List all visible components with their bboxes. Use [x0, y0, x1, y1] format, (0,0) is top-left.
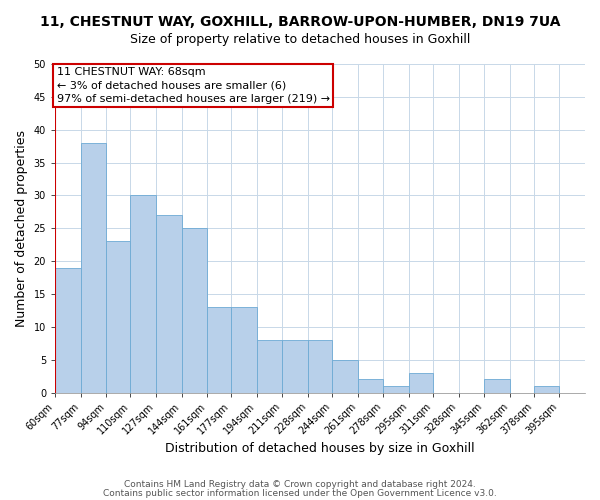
Bar: [231, 307, 257, 392]
Bar: [207, 307, 231, 392]
Bar: [130, 196, 156, 392]
Bar: [332, 360, 358, 392]
Bar: [182, 228, 207, 392]
Text: Contains HM Land Registry data © Crown copyright and database right 2024.: Contains HM Land Registry data © Crown c…: [124, 480, 476, 489]
Bar: [55, 268, 80, 392]
Bar: [484, 380, 510, 392]
Bar: [534, 386, 559, 392]
X-axis label: Distribution of detached houses by size in Goxhill: Distribution of detached houses by size …: [165, 442, 475, 455]
Text: 11 CHESTNUT WAY: 68sqm
← 3% of detached houses are smaller (6)
97% of semi-detac: 11 CHESTNUT WAY: 68sqm ← 3% of detached …: [56, 68, 330, 104]
Bar: [156, 215, 182, 392]
Bar: [283, 340, 308, 392]
Bar: [358, 380, 383, 392]
Y-axis label: Number of detached properties: Number of detached properties: [15, 130, 28, 327]
Bar: [80, 143, 106, 392]
Text: Size of property relative to detached houses in Goxhill: Size of property relative to detached ho…: [130, 32, 470, 46]
Bar: [409, 373, 433, 392]
Bar: [257, 340, 283, 392]
Text: Contains public sector information licensed under the Open Government Licence v3: Contains public sector information licen…: [103, 490, 497, 498]
Bar: [106, 242, 130, 392]
Bar: [308, 340, 332, 392]
Bar: [383, 386, 409, 392]
Text: 11, CHESTNUT WAY, GOXHILL, BARROW-UPON-HUMBER, DN19 7UA: 11, CHESTNUT WAY, GOXHILL, BARROW-UPON-H…: [40, 15, 560, 29]
